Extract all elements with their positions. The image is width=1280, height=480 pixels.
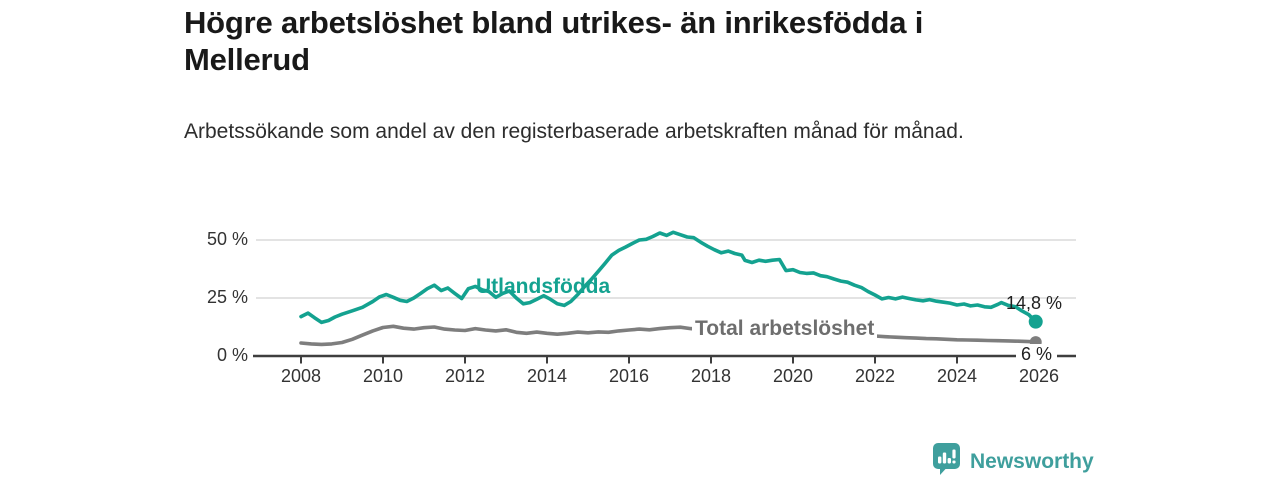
series-label-utlandsfodda: Utlandsfödda [476,275,611,298]
newsworthy-logo: Newsworthy [933,443,1094,480]
x-tick-label: 2026 [1018,366,1060,386]
x-tick-label: 2012 [444,366,486,386]
page-title: Högre arbetslöshet bland utrikes- än inr… [184,5,924,77]
y-tick-label: 0 % [216,345,248,365]
x-tick-label: 2016 [608,366,650,386]
x-tick-label: 2010 [362,366,404,386]
end-value-label-utlandsfodda: 14,8 % [1006,293,1063,313]
x-tick-label: 2014 [526,366,568,386]
brand-name: Newsworthy [970,449,1094,473]
utlandsfodda-line [299,230,1038,325]
x-tick-label: 2008 [280,366,322,386]
end-value-label-total: 6 % [1016,344,1058,364]
data-lines [299,230,1038,347]
utlandsfodda-line-end-dot [1028,314,1043,329]
x-tick-label: 2018 [690,366,732,386]
x-axis [253,354,1076,364]
x-tick-label: 2024 [936,366,978,386]
bar-chart-speech-bubble-icon [933,443,960,480]
chart-subtitle: Arbetssökande som andel av den registerb… [184,120,964,143]
y-tick-label: 25 % [206,287,248,307]
y-tick-label: 50 % [206,229,248,249]
series-label-total-arbetsloshet: Total arbetslöshet [692,317,878,341]
total-arbetsloshet-line [299,324,1038,347]
x-tick-label: 2020 [772,366,814,386]
gridlines [256,239,1076,299]
x-tick-label: 2022 [854,366,896,386]
